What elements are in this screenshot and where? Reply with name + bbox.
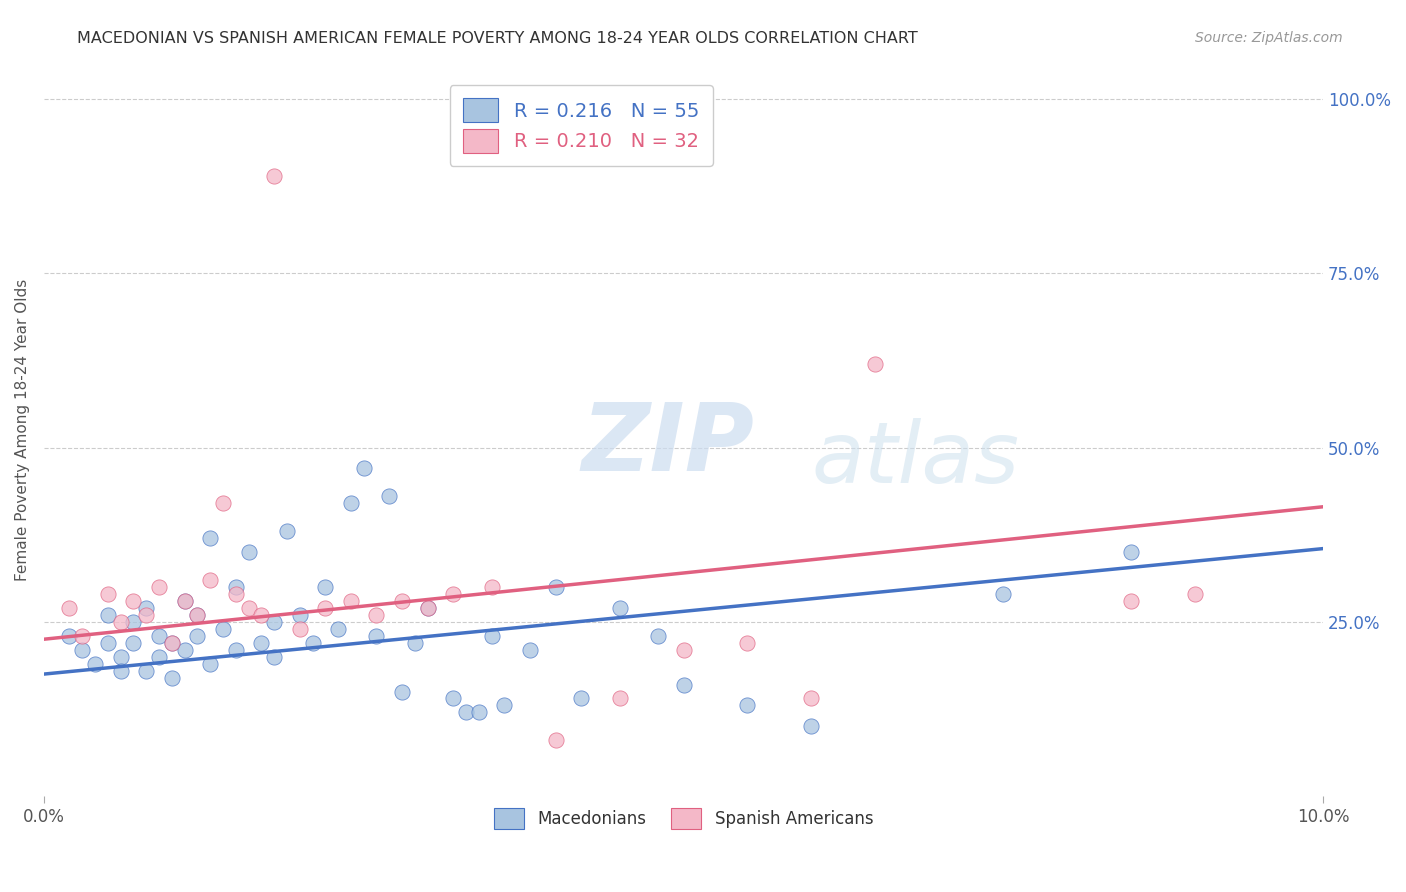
Point [468,706,491,720]
Point [519,642,541,657]
Point [865,357,887,371]
Point [186,607,208,622]
Point [314,600,336,615]
Point [441,691,464,706]
Point [160,671,183,685]
Point [122,615,145,629]
Point [250,607,273,622]
Point [160,636,183,650]
Point [238,545,260,559]
Point [148,629,170,643]
Point [1121,594,1143,608]
Point [647,629,669,643]
Point [1184,587,1206,601]
Point [238,600,260,615]
Point [263,169,285,183]
Point [160,636,183,650]
Point [494,698,516,713]
Point [353,461,375,475]
Point [288,622,311,636]
Point [340,594,363,608]
Point [186,607,208,622]
Point [404,636,426,650]
Point [97,607,120,622]
Point [276,524,298,538]
Point [198,531,221,545]
Point [135,600,157,615]
Point [225,642,247,657]
Point [416,600,439,615]
Point [544,580,567,594]
Point [391,684,413,698]
Point [441,587,464,601]
Point [993,587,1015,601]
Point [672,642,695,657]
Point [122,636,145,650]
Point [481,580,503,594]
Legend: Macedonians, Spanish Americans: Macedonians, Spanish Americans [488,802,880,835]
Point [97,587,120,601]
Point [263,649,285,664]
Point [391,594,413,608]
Point [737,698,759,713]
Point [737,636,759,650]
Point [198,657,221,671]
Point [416,600,439,615]
Point [569,691,592,706]
Point [212,622,235,636]
Point [198,573,221,587]
Text: ZIP: ZIP [581,399,754,491]
Point [97,636,120,650]
Point [340,496,363,510]
Point [609,600,631,615]
Point [366,607,388,622]
Point [326,622,349,636]
Point [186,629,208,643]
Text: MACEDONIAN VS SPANISH AMERICAN FEMALE POVERTY AMONG 18-24 YEAR OLDS CORRELATION : MACEDONIAN VS SPANISH AMERICAN FEMALE PO… [77,31,918,46]
Point [288,607,311,622]
Text: atlas: atlas [811,417,1019,500]
Point [135,664,157,678]
Point [544,733,567,747]
Point [148,580,170,594]
Point [58,600,80,615]
Point [301,636,323,650]
Point [672,677,695,691]
Point [378,489,401,503]
Point [366,629,388,643]
Point [84,657,107,671]
Point [225,587,247,601]
Point [72,642,94,657]
Point [609,691,631,706]
Text: Source: ZipAtlas.com: Source: ZipAtlas.com [1195,31,1343,45]
Point [225,580,247,594]
Point [122,594,145,608]
Point [800,719,823,733]
Point [72,629,94,643]
Point [148,649,170,664]
Point [263,615,285,629]
Point [173,594,195,608]
Point [212,496,235,510]
Point [58,629,80,643]
Point [173,642,195,657]
Point [110,615,132,629]
Point [173,594,195,608]
Point [1121,545,1143,559]
Point [454,706,477,720]
Point [481,629,503,643]
Y-axis label: Female Poverty Among 18-24 Year Olds: Female Poverty Among 18-24 Year Olds [15,279,30,582]
Point [110,664,132,678]
Point [250,636,273,650]
Point [110,649,132,664]
Point [800,691,823,706]
Point [135,607,157,622]
Point [314,580,336,594]
